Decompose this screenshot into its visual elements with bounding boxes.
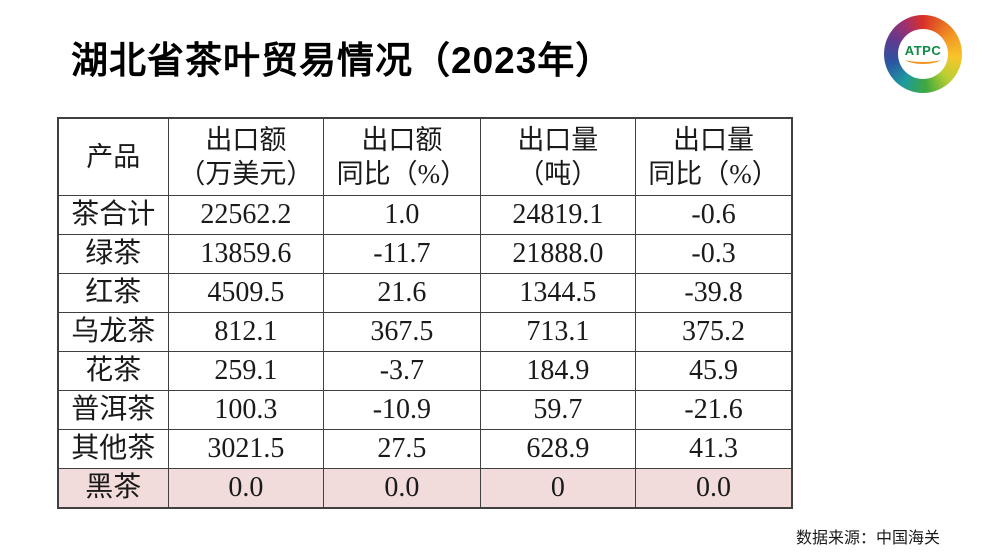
cell: 100.3 xyxy=(167,390,325,430)
trade-table: 产品 出口额 （万美元） 出口额 同比（%） 出口量 （吨） 出口量 同比（%） xyxy=(57,117,793,509)
cell: 0.0 xyxy=(635,468,793,509)
atpc-logo-label: ATPC xyxy=(904,43,942,58)
cell: 22562.2 xyxy=(167,195,325,235)
table-row-highlighted: 黑茶 0.0 0.0 0 0.0 xyxy=(57,468,793,509)
data-source-note: 数据来源：中国海关 xyxy=(795,530,940,547)
cell: 713.1 xyxy=(479,312,637,352)
row-label: 红茶 xyxy=(57,273,169,313)
table-row: 茶合计 22562.2 1.0 24819.1 -0.6 xyxy=(57,195,793,235)
row-label: 普洱茶 xyxy=(57,390,169,430)
cell: 41.3 xyxy=(635,429,793,469)
cell: 27.5 xyxy=(323,429,481,469)
cell: -10.9 xyxy=(323,390,481,430)
row-label: 绿茶 xyxy=(57,234,169,274)
cell: 812.1 xyxy=(167,312,325,352)
cell: 184.9 xyxy=(479,351,637,391)
atpc-logo: ATPC xyxy=(884,15,962,93)
column-header-product: 产品 xyxy=(57,117,169,196)
table-row: 绿茶 13859.6 -11.7 21888.0 -0.3 xyxy=(57,234,793,274)
table-row: 其他茶 3021.5 27.5 628.9 41.3 xyxy=(57,429,793,469)
cell: 3021.5 xyxy=(167,429,325,469)
cell: 367.5 xyxy=(323,312,481,352)
cell: 0 xyxy=(479,468,637,509)
cell: 0.0 xyxy=(323,468,481,509)
cell: 0.0 xyxy=(167,468,325,509)
cell: 13859.6 xyxy=(167,234,325,274)
atpc-logo-center: ATPC xyxy=(898,29,948,79)
page-title: 湖北省茶叶贸易情况（2023年） xyxy=(71,40,614,81)
cell: 21888.0 xyxy=(479,234,637,274)
column-header-export-volume-yoy: 出口量 同比（%） xyxy=(635,117,793,196)
cell: 21.6 xyxy=(323,273,481,313)
cell: 375.2 xyxy=(635,312,793,352)
cell: -11.7 xyxy=(323,234,481,274)
cell: 24819.1 xyxy=(479,195,637,235)
cell: -0.3 xyxy=(635,234,793,274)
row-label: 其他茶 xyxy=(57,429,169,469)
header-row: 产品 出口额 （万美元） 出口额 同比（%） 出口量 （吨） 出口量 同比（%） xyxy=(57,117,793,196)
cell: 1344.5 xyxy=(479,273,637,313)
row-label: 黑茶 xyxy=(57,468,169,509)
column-header-export-value: 出口额 （万美元） xyxy=(167,117,325,196)
cell: -3.7 xyxy=(323,351,481,391)
cell: 4509.5 xyxy=(167,273,325,313)
row-label: 花茶 xyxy=(57,351,169,391)
cell: -0.6 xyxy=(635,195,793,235)
column-header-export-value-yoy: 出口额 同比（%） xyxy=(323,117,481,196)
cell: 1.0 xyxy=(323,195,481,235)
column-header-export-volume: 出口量 （吨） xyxy=(479,117,637,196)
cell: -39.8 xyxy=(635,273,793,313)
row-label: 茶合计 xyxy=(57,195,169,235)
cell: 259.1 xyxy=(167,351,325,391)
row-label: 乌龙茶 xyxy=(57,312,169,352)
atpc-logo-underline-arc xyxy=(906,55,940,64)
table-row: 乌龙茶 812.1 367.5 713.1 375.2 xyxy=(57,312,793,352)
cell: 45.9 xyxy=(635,351,793,391)
table-row: 花茶 259.1 -3.7 184.9 45.9 xyxy=(57,351,793,391)
trade-table-container: 产品 出口额 （万美元） 出口额 同比（%） 出口量 （吨） 出口量 同比（%） xyxy=(57,117,793,509)
cell: 628.9 xyxy=(479,429,637,469)
table-row: 红茶 4509.5 21.6 1344.5 -39.8 xyxy=(57,273,793,313)
table-row: 普洱茶 100.3 -10.9 59.7 -21.6 xyxy=(57,390,793,430)
cell: -21.6 xyxy=(635,390,793,430)
cell: 59.7 xyxy=(479,390,637,430)
